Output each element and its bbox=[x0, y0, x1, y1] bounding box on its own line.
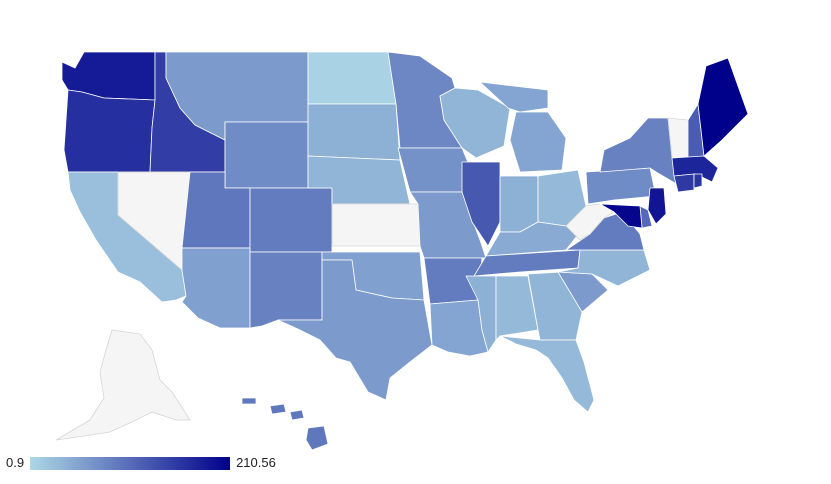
legend-gradient-bar bbox=[30, 456, 231, 470]
state-nj bbox=[647, 187, 667, 225]
state-or bbox=[63, 89, 156, 173]
state-ct bbox=[673, 173, 695, 193]
state-mi bbox=[479, 81, 567, 173]
state-wv bbox=[565, 203, 615, 241]
state-co bbox=[249, 187, 333, 253]
state-tn bbox=[473, 249, 581, 277]
state-il bbox=[461, 161, 501, 247]
legend-min-label: 0.9 bbox=[6, 455, 25, 470]
color-legend: 0.9 210.56 bbox=[6, 454, 276, 472]
state-nd bbox=[307, 51, 397, 105]
state-wi bbox=[439, 87, 511, 159]
state-ks bbox=[331, 203, 421, 247]
state-nc bbox=[557, 249, 651, 287]
state-nm bbox=[249, 251, 323, 329]
state-ri bbox=[693, 173, 703, 189]
state-hi bbox=[241, 397, 329, 451]
state-fl bbox=[499, 335, 595, 413]
state-vt bbox=[667, 117, 689, 159]
state-wy bbox=[224, 121, 309, 189]
state-al bbox=[495, 275, 539, 341]
state-md bbox=[599, 203, 643, 229]
state-az bbox=[181, 247, 251, 329]
state-tx bbox=[277, 259, 433, 401]
state-ak bbox=[55, 329, 191, 441]
state-in bbox=[499, 175, 539, 233]
state-pa bbox=[585, 167, 657, 205]
state-sd bbox=[307, 103, 401, 161]
state-me bbox=[697, 57, 749, 157]
state-ia bbox=[397, 147, 473, 193]
legend-max-label: 210.56 bbox=[236, 455, 276, 470]
